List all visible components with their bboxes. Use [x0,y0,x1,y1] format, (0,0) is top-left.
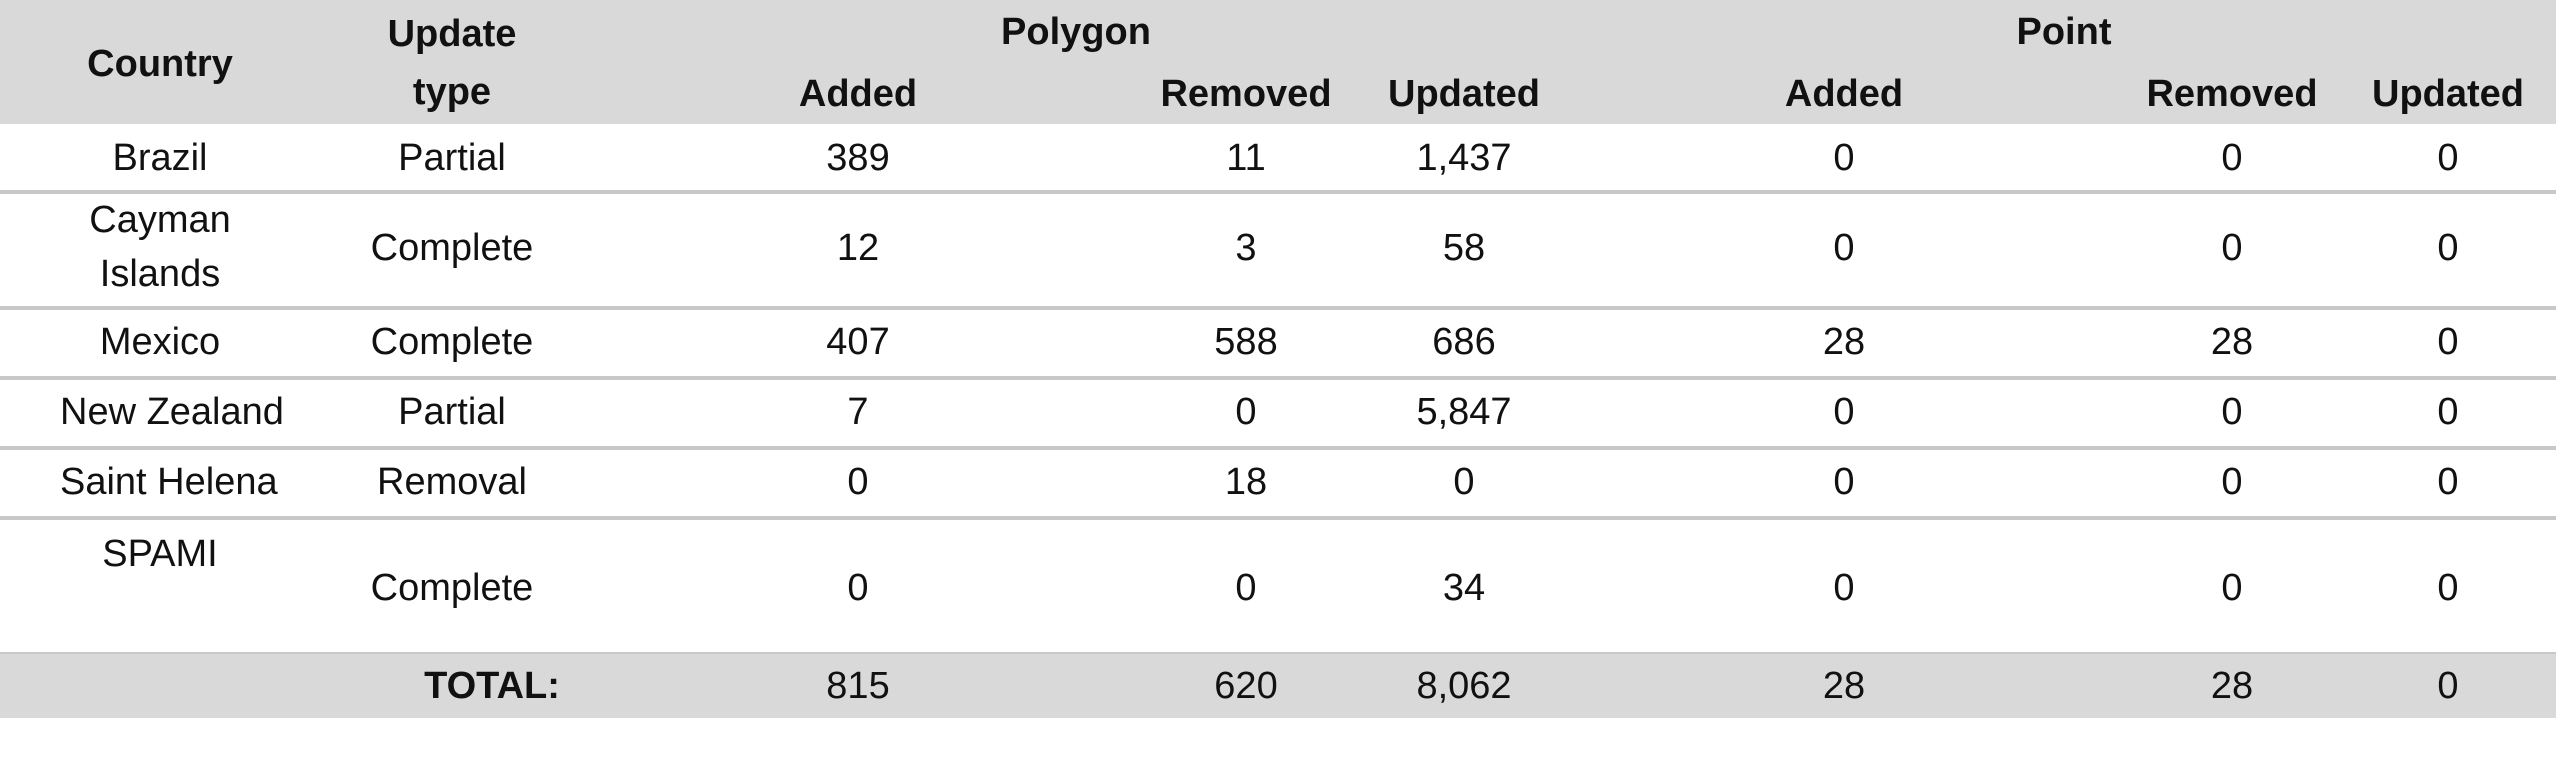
header-update-type-line2: type [412,71,492,113]
cell-update-type: Partial [398,137,506,179]
cell-country: SPAMI [102,533,218,575]
total-point-added: 28 [1822,665,1866,707]
cell-point-added: 0 [1833,461,1855,503]
cell-poly-added: 7 [847,391,869,433]
cell-poly-removed: 588 [1214,321,1278,363]
cell-point-updated: 0 [2437,321,2459,363]
cell-country: Cayman [89,199,231,241]
total-label: TOTAL: [424,665,560,707]
header-polygon: Polygon [1001,11,1151,53]
cell-poly-added: 12 [836,227,880,269]
cell-poly-removed: 0 [1235,391,1257,433]
cell-poly-updated: 686 [1432,321,1496,363]
cell-country: Mexico [99,321,221,363]
table-header [0,0,2556,124]
cell-poly-updated: 34 [1442,567,1486,609]
table-row: SPAMI Complete 0 0 34 0 0 0 [0,520,2556,652]
cell-update-type: Removal [377,461,527,503]
cell-point-updated: 0 [2437,461,2459,503]
cell-point-removed: 0 [2221,137,2243,179]
cell-country: Saint Helena [60,461,278,503]
cell-update-type: Complete [370,567,534,609]
row-divider [0,446,2556,450]
table-row: Saint Helena Removal 0 18 0 0 0 0 [0,450,2556,516]
cell-poly-added: 389 [826,137,890,179]
header-point-updated: Updated [2372,73,2524,115]
row-divider [0,376,2556,380]
total-poly-updated: 8,062 [1416,665,1512,707]
total-row: TOTAL: 815 620 8,062 28 28 0 [0,654,2556,718]
cell-point-removed: 0 [2221,461,2243,503]
cell-poly-added: 0 [847,567,869,609]
cell-poly-updated: 1,437 [1416,137,1512,179]
row-divider [0,306,2556,310]
cell-point-removed: 28 [2210,321,2254,363]
table-row: Cayman Islands Complete 12 3 58 0 0 0 [0,194,2556,306]
cell-point-added: 0 [1833,227,1855,269]
header-point: Point [2016,11,2112,53]
cell-poly-removed: 0 [1235,567,1257,609]
table-row: Mexico Complete 407 588 686 28 28 0 [0,310,2556,376]
total-poly-added: 815 [826,665,890,707]
cell-poly-updated: 0 [1453,461,1475,503]
cell-point-updated: 0 [2437,567,2459,609]
cell-poly-removed: 18 [1224,461,1268,503]
cell-country: Brazil [112,137,208,179]
header-poly-added: Added [798,73,918,115]
row-divider [0,516,2556,520]
cell-poly-removed: 3 [1235,227,1257,269]
cell-point-removed: 0 [2221,567,2243,609]
cell-country-line2: Islands [99,253,221,295]
header-point-added: Added [1784,73,1904,115]
cell-point-updated: 0 [2437,391,2459,433]
header-poly-removed: Removed [1160,73,1332,115]
cell-poly-updated: 58 [1442,227,1486,269]
cell-update-type: Partial [398,391,506,433]
cell-update-type: Complete [370,227,534,269]
header-point-removed: Removed [2146,73,2318,115]
cell-point-updated: 0 [2437,137,2459,179]
header-poly-updated: Updated [1388,73,1540,115]
table-row: Brazil Partial 389 11 1,437 0 0 0 [0,124,2556,192]
cell-poly-updated: 5,847 [1416,391,1512,433]
cell-point-added: 0 [1833,391,1855,433]
cell-poly-added: 407 [826,321,890,363]
cell-country: New Zealand [60,391,284,433]
cell-poly-added: 0 [847,461,869,503]
cell-update-type: Complete [370,321,534,363]
cell-point-updated: 0 [2437,227,2459,269]
header-country: Country [87,43,233,85]
cell-point-removed: 0 [2221,227,2243,269]
total-poly-removed: 620 [1214,665,1278,707]
row-divider [0,190,2556,194]
total-point-updated: 0 [2437,665,2459,707]
total-point-removed: 28 [2210,665,2254,707]
cell-point-added: 0 [1833,567,1855,609]
cell-point-removed: 0 [2221,391,2243,433]
cell-poly-removed: 11 [1226,137,1266,179]
header-update-type-line1: Update [387,13,517,55]
cell-point-added: 0 [1833,137,1855,179]
table-row: New Zealand Partial 7 0 5,847 0 0 0 [0,380,2556,446]
cell-point-added: 28 [1822,321,1866,363]
